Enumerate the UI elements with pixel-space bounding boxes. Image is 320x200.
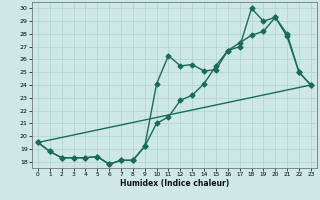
X-axis label: Humidex (Indice chaleur): Humidex (Indice chaleur) xyxy=(120,179,229,188)
